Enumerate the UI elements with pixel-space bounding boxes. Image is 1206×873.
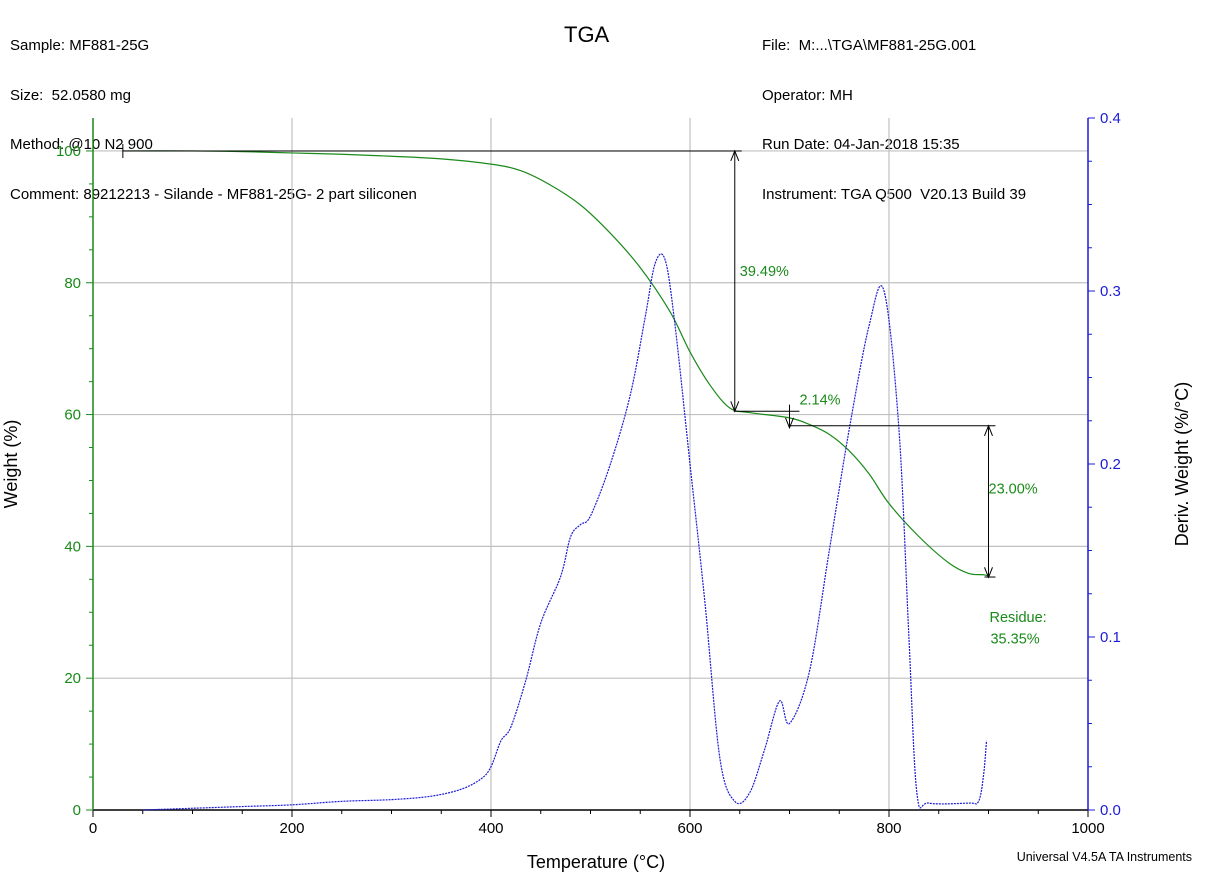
file-line: File: M:...\TGA\MF881-25G.001	[762, 37, 977, 54]
y-tick-label: 100	[56, 143, 81, 160]
header-right: File: M:...\TGA\MF881-25G.001 Operator: …	[762, 5, 1026, 220]
annotation-label: 2.14%	[799, 393, 840, 409]
y-tick-label: 40	[64, 538, 81, 555]
arrow-head	[730, 401, 740, 413]
operator-line: Operator: MH	[762, 86, 853, 104]
grid-lines	[93, 118, 1088, 810]
chart-title: TGA	[564, 22, 610, 47]
arrow-head	[984, 567, 993, 579]
annotation-label: 39.49%	[740, 264, 789, 280]
x-axis-label: Temperature (°C)	[527, 852, 665, 872]
y2-tick-label: 0.2	[1100, 456, 1121, 473]
x-tick-label: 200	[279, 820, 304, 837]
instrument-line: Instrument: TGA Q500 V20.13 Build 39	[762, 185, 1027, 203]
x-tick-label: 800	[876, 820, 901, 837]
x-tick-label: 600	[677, 820, 702, 837]
y-tick-label: 60	[64, 407, 81, 424]
y2-tick-label: 0.0	[1100, 802, 1121, 819]
series-layer	[122, 150, 989, 811]
annotation-label: Residue:	[989, 610, 1046, 626]
x-tick-label: 1000	[1071, 820, 1104, 837]
y-axis-label: Weight (%)	[1, 420, 21, 509]
method-line: Method: @10 N2 900	[10, 136, 153, 153]
arrow-head	[785, 417, 794, 430]
deriv-weight-line	[142, 253, 988, 811]
header-left: Sample: MF881-25G Size: 52.0580 mg Metho…	[10, 5, 417, 220]
y2-tick-label: 0.4	[1100, 110, 1121, 127]
comment-line: Comment: 89212213 - Silande - MF881-25G-…	[10, 185, 417, 203]
y-tick-label: 20	[64, 670, 81, 687]
size-line: Size: 52.0580 mg	[10, 86, 131, 104]
y2-tick-label: 0.3	[1100, 283, 1121, 300]
run-date-line: Run Date: 04-Jan-2018 15:35	[762, 136, 960, 153]
y2-axis-label: Deriv. Weight (%/°C)	[1172, 382, 1192, 547]
annotation-label: 23.00%	[989, 482, 1038, 498]
y2-tick-label: 0.1	[1100, 629, 1121, 646]
y-tick-label: 0	[73, 802, 81, 819]
annotation-label: 35.35%	[990, 631, 1039, 647]
x-tick-label: 0	[89, 820, 97, 837]
annotation-layer: 39.49% 2.14% 23.00% Residue: 35.35%	[122, 143, 1047, 647]
sample-line: Sample: MF881-25G	[10, 37, 150, 54]
arrow-head	[730, 149, 740, 162]
axes: 0 200 400 600 800 1000 0 20 40 60 80 100 0.0 0.1 0.2 0.…	[56, 110, 1121, 837]
software-footer: Universal V4.5A TA Instruments	[1016, 850, 1192, 864]
arrow-head	[984, 424, 993, 436]
y-tick-label: 80	[64, 275, 81, 292]
weight-line	[122, 150, 989, 577]
x-tick-label: 400	[478, 820, 503, 837]
